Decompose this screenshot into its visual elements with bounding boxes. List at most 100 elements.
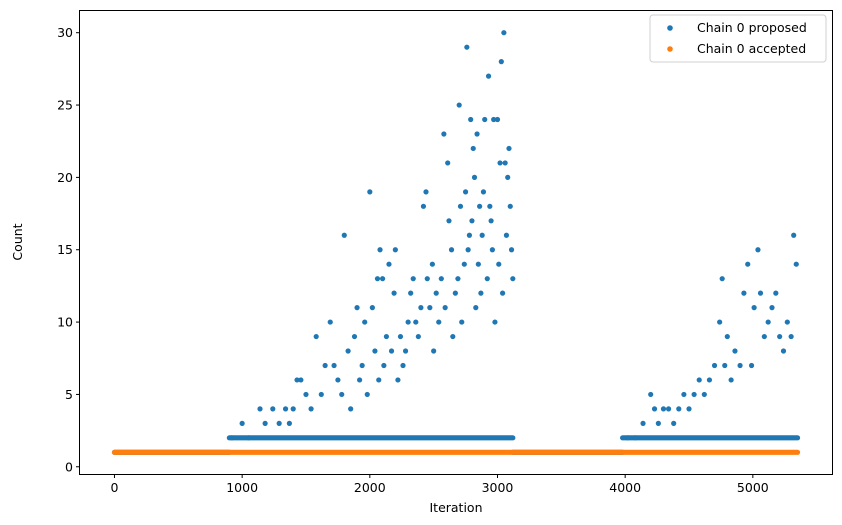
data-point [331,362,337,369]
data-point [351,333,358,340]
data-point [276,420,282,426]
data-point [745,261,751,267]
data-point [369,305,375,311]
data-point [722,362,728,369]
data-point [229,435,235,441]
data-point [706,377,713,383]
data-point [286,420,292,426]
data-point [402,348,409,354]
data-point [290,406,296,412]
data-point [793,261,799,267]
data-point [431,348,437,354]
data-point [397,333,404,340]
data-point [457,203,464,209]
data-point [732,348,738,354]
data-point [408,290,414,296]
data-point [436,319,442,325]
data-point [452,290,458,296]
x-tick-label: 2000 [354,480,386,495]
data-point [341,232,347,238]
data-point [465,247,471,253]
data-point [377,247,383,253]
y-axis-ticks: 0 5 10 15 20 25 30 [57,25,80,474]
data-point [420,203,427,209]
data-point [501,30,507,36]
data-point [489,247,495,253]
data-point [506,145,512,152]
data-point [438,276,444,282]
data-point [751,305,757,311]
data-point [313,333,319,340]
data-point [491,116,497,123]
data-point [510,276,516,282]
data-point [427,305,433,311]
data-point [500,290,506,296]
x-tick-label: 5000 [737,480,769,495]
data-point [651,406,658,412]
data-point [482,116,488,123]
data-point [262,420,268,426]
data-point [625,435,631,441]
data-point [741,290,747,296]
data-point [755,247,761,253]
data-point [448,247,455,253]
data-point [464,44,470,50]
data-point [632,435,638,441]
data-point [681,391,687,398]
x-tick-label: 4000 [609,480,641,495]
data-point [686,406,692,412]
data-point [362,319,368,325]
data-point [354,305,360,311]
y-tick-label: 10 [57,315,73,330]
data-point [640,420,646,426]
data-point [308,406,314,412]
data-point [339,391,345,398]
x-tick-label: 1000 [226,480,258,495]
data-point [456,102,462,108]
data-point [418,305,424,311]
data-point [433,290,439,296]
data-point [737,362,743,369]
data-point [429,261,435,267]
data-point [318,391,324,398]
legend-box [649,14,827,63]
legend-marker-proposed [667,25,673,31]
data-point [298,377,304,383]
y-tick-label: 5 [65,387,73,402]
data-point [461,261,467,267]
data-point [494,116,501,123]
data-point [445,160,451,166]
data-point [239,420,245,426]
legend: Chain 0 proposed Chain 0 accepted [649,14,827,63]
legend-label-accepted: Chain 0 accepted [697,41,806,56]
data-point [392,247,398,253]
data-point [492,319,498,325]
data-point [388,348,395,354]
data-point [473,305,479,311]
data-point [282,406,289,412]
series-proposed-marks [111,30,801,455]
data-point [400,362,406,369]
data-point [497,160,503,166]
data-point [475,261,481,267]
data-point [748,362,755,369]
legend-marker-accepted [667,46,673,52]
data-point [496,261,502,267]
data-point [724,333,730,340]
data-point [450,333,456,340]
data-point [446,218,452,224]
data-point [379,276,386,282]
y-tick-label: 20 [57,170,73,185]
data-point [391,290,397,296]
data-point [405,319,411,325]
data-point [791,232,797,238]
data-point [322,362,328,369]
data-point [648,391,654,398]
data-point [364,391,370,398]
data-point [383,333,390,340]
data-point [784,319,790,325]
data-point [761,333,767,340]
data-point [484,276,490,282]
data-point [270,406,276,412]
